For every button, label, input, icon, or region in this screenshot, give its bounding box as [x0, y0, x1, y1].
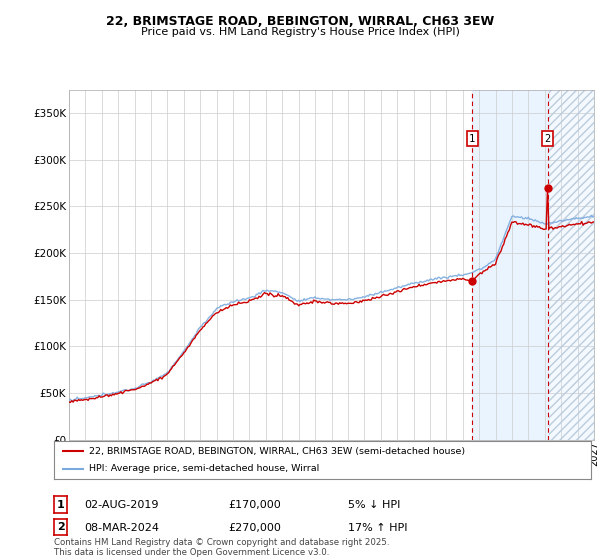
Text: 22, BRIMSTAGE ROAD, BEBINGTON, WIRRAL, CH63 3EW (semi-detached house): 22, BRIMSTAGE ROAD, BEBINGTON, WIRRAL, C…	[89, 446, 465, 455]
Text: 17% ↑ HPI: 17% ↑ HPI	[348, 522, 407, 533]
Text: 5% ↓ HPI: 5% ↓ HPI	[348, 500, 400, 510]
Text: Price paid vs. HM Land Registry's House Price Index (HPI): Price paid vs. HM Land Registry's House …	[140, 27, 460, 37]
Text: 2: 2	[544, 134, 551, 143]
Text: 2: 2	[57, 522, 64, 532]
Text: 02-AUG-2019: 02-AUG-2019	[84, 500, 158, 510]
Text: 22, BRIMSTAGE ROAD, BEBINGTON, WIRRAL, CH63 3EW: 22, BRIMSTAGE ROAD, BEBINGTON, WIRRAL, C…	[106, 15, 494, 27]
Text: HPI: Average price, semi-detached house, Wirral: HPI: Average price, semi-detached house,…	[89, 464, 319, 473]
Text: 1: 1	[57, 500, 64, 510]
Text: £170,000: £170,000	[228, 500, 281, 510]
Text: £270,000: £270,000	[228, 522, 281, 533]
Text: Contains HM Land Registry data © Crown copyright and database right 2025.
This d: Contains HM Land Registry data © Crown c…	[54, 538, 389, 557]
Text: 1: 1	[469, 134, 475, 143]
Text: 08-MAR-2024: 08-MAR-2024	[84, 522, 159, 533]
